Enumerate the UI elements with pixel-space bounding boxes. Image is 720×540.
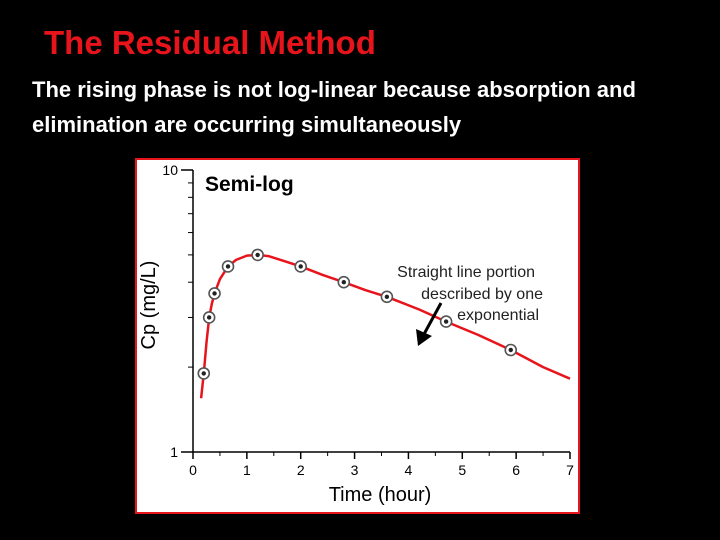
data-point-center <box>508 347 513 353</box>
y-tick-label-10: 10 <box>162 162 178 178</box>
slide-title: The Residual Method <box>44 24 376 61</box>
data-point-center <box>255 252 260 258</box>
x-axis-label: Time (hour) <box>329 484 432 506</box>
data-point-center <box>384 294 390 300</box>
data-point-center <box>341 280 346 285</box>
y-axis-label: Cp (mg/L) <box>138 261 160 350</box>
x-tick-label-6: 6 <box>512 462 520 478</box>
slide-body-text: The rising phase is not log-linear becau… <box>32 77 636 137</box>
annotation-line-1: Straight line portion <box>397 264 535 281</box>
x-tick-label-5: 5 <box>458 462 466 478</box>
annotation-arrow-head <box>416 329 432 346</box>
annotation: Straight line portion described by one exp… <box>397 264 543 346</box>
chart-figure: 0 1 2 3 4 5 6 7 1 10 Semi-log Time (hour) Cp (mg/… <box>137 160 578 512</box>
points-layer <box>197 248 518 380</box>
x-tick-label-2: 2 <box>297 462 305 478</box>
data-point-center <box>206 315 212 320</box>
data-point-center <box>201 371 206 376</box>
x-tick-label-0: 0 <box>189 462 197 478</box>
annotation-line-2: described by one <box>421 286 543 303</box>
annotation-arrow-shaft <box>421 302 443 337</box>
x-tick-label-7: 7 <box>566 462 574 478</box>
x-tick-label-1: 1 <box>243 462 251 478</box>
x-tick-label-4: 4 <box>405 462 413 478</box>
annotation-line-3: exponential <box>457 307 539 324</box>
data-point-center <box>225 264 231 269</box>
x-tick-label-3: 3 <box>351 462 359 478</box>
data-point-center <box>443 319 449 324</box>
data-point-center <box>298 264 303 269</box>
chart-title: Semi-log <box>205 173 294 196</box>
data-point-center <box>212 291 217 296</box>
y-tick-label-1: 1 <box>170 444 178 460</box>
